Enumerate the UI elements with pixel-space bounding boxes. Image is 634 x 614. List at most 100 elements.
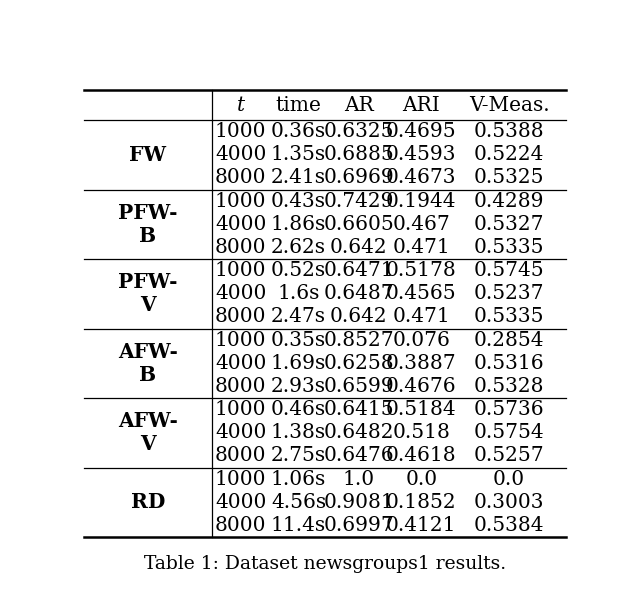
Text: 1000: 1000 bbox=[215, 400, 266, 419]
Text: 2.41s: 2.41s bbox=[271, 168, 326, 187]
Text: 0.5745: 0.5745 bbox=[474, 261, 545, 280]
Text: 2.75s: 2.75s bbox=[271, 446, 326, 465]
Text: 0.36s: 0.36s bbox=[271, 122, 326, 141]
Text: 0.1944: 0.1944 bbox=[386, 192, 456, 211]
Text: RD: RD bbox=[131, 492, 165, 512]
Text: t: t bbox=[236, 96, 245, 115]
Text: 1000: 1000 bbox=[215, 192, 266, 211]
Text: 0.4121: 0.4121 bbox=[386, 516, 456, 535]
Text: 8000: 8000 bbox=[215, 516, 266, 535]
Text: 0.6599: 0.6599 bbox=[323, 377, 394, 396]
Text: PFW-
B: PFW- B bbox=[118, 203, 178, 246]
Text: time: time bbox=[276, 96, 321, 115]
Text: 0.5224: 0.5224 bbox=[474, 146, 545, 165]
Text: 8000: 8000 bbox=[215, 238, 266, 257]
Text: 0.6415: 0.6415 bbox=[323, 400, 394, 419]
Text: 0.0: 0.0 bbox=[493, 470, 525, 489]
Text: 0.52s: 0.52s bbox=[271, 261, 326, 280]
Text: Table 1: Dataset newsgroups1 results.: Table 1: Dataset newsgroups1 results. bbox=[144, 555, 506, 573]
Text: 8000: 8000 bbox=[215, 377, 266, 396]
Text: 0.8527: 0.8527 bbox=[323, 330, 394, 349]
Text: AR: AR bbox=[344, 96, 373, 115]
Text: 0.4673: 0.4673 bbox=[386, 168, 456, 187]
Text: 4000: 4000 bbox=[215, 284, 266, 303]
Text: 0.471: 0.471 bbox=[392, 238, 450, 257]
Text: 0.518: 0.518 bbox=[392, 423, 450, 442]
Text: 0.3887: 0.3887 bbox=[386, 354, 456, 373]
Text: 0.6258: 0.6258 bbox=[323, 354, 394, 373]
Text: 0.471: 0.471 bbox=[392, 308, 450, 327]
Text: 0.5335: 0.5335 bbox=[474, 308, 545, 327]
Text: 0.4289: 0.4289 bbox=[474, 192, 545, 211]
Text: 0.5736: 0.5736 bbox=[474, 400, 545, 419]
Text: 1.69s: 1.69s bbox=[271, 354, 326, 373]
Text: 1000: 1000 bbox=[215, 122, 266, 141]
Text: 1.6s: 1.6s bbox=[277, 284, 320, 303]
Text: 0.642: 0.642 bbox=[330, 238, 387, 257]
Text: 0.35s: 0.35s bbox=[271, 330, 326, 349]
Text: 1.0: 1.0 bbox=[342, 470, 375, 489]
Text: 0.467: 0.467 bbox=[392, 215, 450, 234]
Text: 0.2854: 0.2854 bbox=[474, 330, 545, 349]
Text: 0.5184: 0.5184 bbox=[386, 400, 456, 419]
Text: 0.4618: 0.4618 bbox=[386, 446, 456, 465]
Text: 0.4565: 0.4565 bbox=[386, 284, 456, 303]
Text: FW: FW bbox=[129, 145, 167, 165]
Text: AFW-
B: AFW- B bbox=[118, 341, 178, 385]
Text: 8000: 8000 bbox=[215, 446, 266, 465]
Text: 4.56s: 4.56s bbox=[271, 493, 326, 511]
Text: 11.4s: 11.4s bbox=[271, 516, 326, 535]
Text: 0.4676: 0.4676 bbox=[386, 377, 456, 396]
Text: 1.35s: 1.35s bbox=[271, 146, 326, 165]
Text: 1.86s: 1.86s bbox=[271, 215, 326, 234]
Text: 0.4695: 0.4695 bbox=[386, 122, 456, 141]
Text: 4000: 4000 bbox=[215, 423, 266, 442]
Text: 1.38s: 1.38s bbox=[271, 423, 326, 442]
Text: 0.5388: 0.5388 bbox=[474, 122, 545, 141]
Text: 0.5754: 0.5754 bbox=[474, 423, 545, 442]
Text: 0.5178: 0.5178 bbox=[386, 261, 456, 280]
Text: 0.6487: 0.6487 bbox=[323, 284, 394, 303]
Text: 0.46s: 0.46s bbox=[271, 400, 326, 419]
Text: 0.3003: 0.3003 bbox=[474, 493, 545, 511]
Text: 0.6885: 0.6885 bbox=[323, 146, 394, 165]
Text: 1000: 1000 bbox=[215, 261, 266, 280]
Text: 0.6997: 0.6997 bbox=[323, 516, 394, 535]
Text: PFW-
V: PFW- V bbox=[118, 272, 178, 316]
Text: 0.5237: 0.5237 bbox=[474, 284, 545, 303]
Text: 0.0: 0.0 bbox=[405, 470, 437, 489]
Text: 0.5257: 0.5257 bbox=[474, 446, 545, 465]
Text: 4000: 4000 bbox=[215, 215, 266, 234]
Text: 0.076: 0.076 bbox=[392, 330, 450, 349]
Text: 4000: 4000 bbox=[215, 493, 266, 511]
Text: 0.5325: 0.5325 bbox=[474, 168, 545, 187]
Text: 8000: 8000 bbox=[215, 308, 266, 327]
Text: 0.6476: 0.6476 bbox=[323, 446, 394, 465]
Text: 1000: 1000 bbox=[215, 330, 266, 349]
Text: ARI: ARI bbox=[403, 96, 440, 115]
Text: 0.5316: 0.5316 bbox=[474, 354, 545, 373]
Text: 0.7429: 0.7429 bbox=[323, 192, 394, 211]
Text: 2.62s: 2.62s bbox=[271, 238, 326, 257]
Text: 0.5384: 0.5384 bbox=[474, 516, 545, 535]
Text: 8000: 8000 bbox=[215, 168, 266, 187]
Text: V-Meas.: V-Meas. bbox=[469, 96, 550, 115]
Text: 0.1852: 0.1852 bbox=[386, 493, 456, 511]
Text: 0.6471: 0.6471 bbox=[323, 261, 394, 280]
Text: 1000: 1000 bbox=[215, 470, 266, 489]
Text: 0.9081: 0.9081 bbox=[323, 493, 394, 511]
Text: 4000: 4000 bbox=[215, 146, 266, 165]
Text: 0.642: 0.642 bbox=[330, 308, 387, 327]
Text: 0.5327: 0.5327 bbox=[474, 215, 545, 234]
Text: AFW-
V: AFW- V bbox=[118, 411, 178, 454]
Text: 2.93s: 2.93s bbox=[271, 377, 326, 396]
Text: 0.43s: 0.43s bbox=[271, 192, 326, 211]
Text: 0.4593: 0.4593 bbox=[386, 146, 456, 165]
Text: 0.6969: 0.6969 bbox=[323, 168, 394, 187]
Text: 2.47s: 2.47s bbox=[271, 308, 326, 327]
Text: 0.6482: 0.6482 bbox=[323, 423, 394, 442]
Text: 0.5335: 0.5335 bbox=[474, 238, 545, 257]
Text: 0.6325: 0.6325 bbox=[323, 122, 394, 141]
Text: 0.6605: 0.6605 bbox=[323, 215, 394, 234]
Text: 0.5328: 0.5328 bbox=[474, 377, 545, 396]
